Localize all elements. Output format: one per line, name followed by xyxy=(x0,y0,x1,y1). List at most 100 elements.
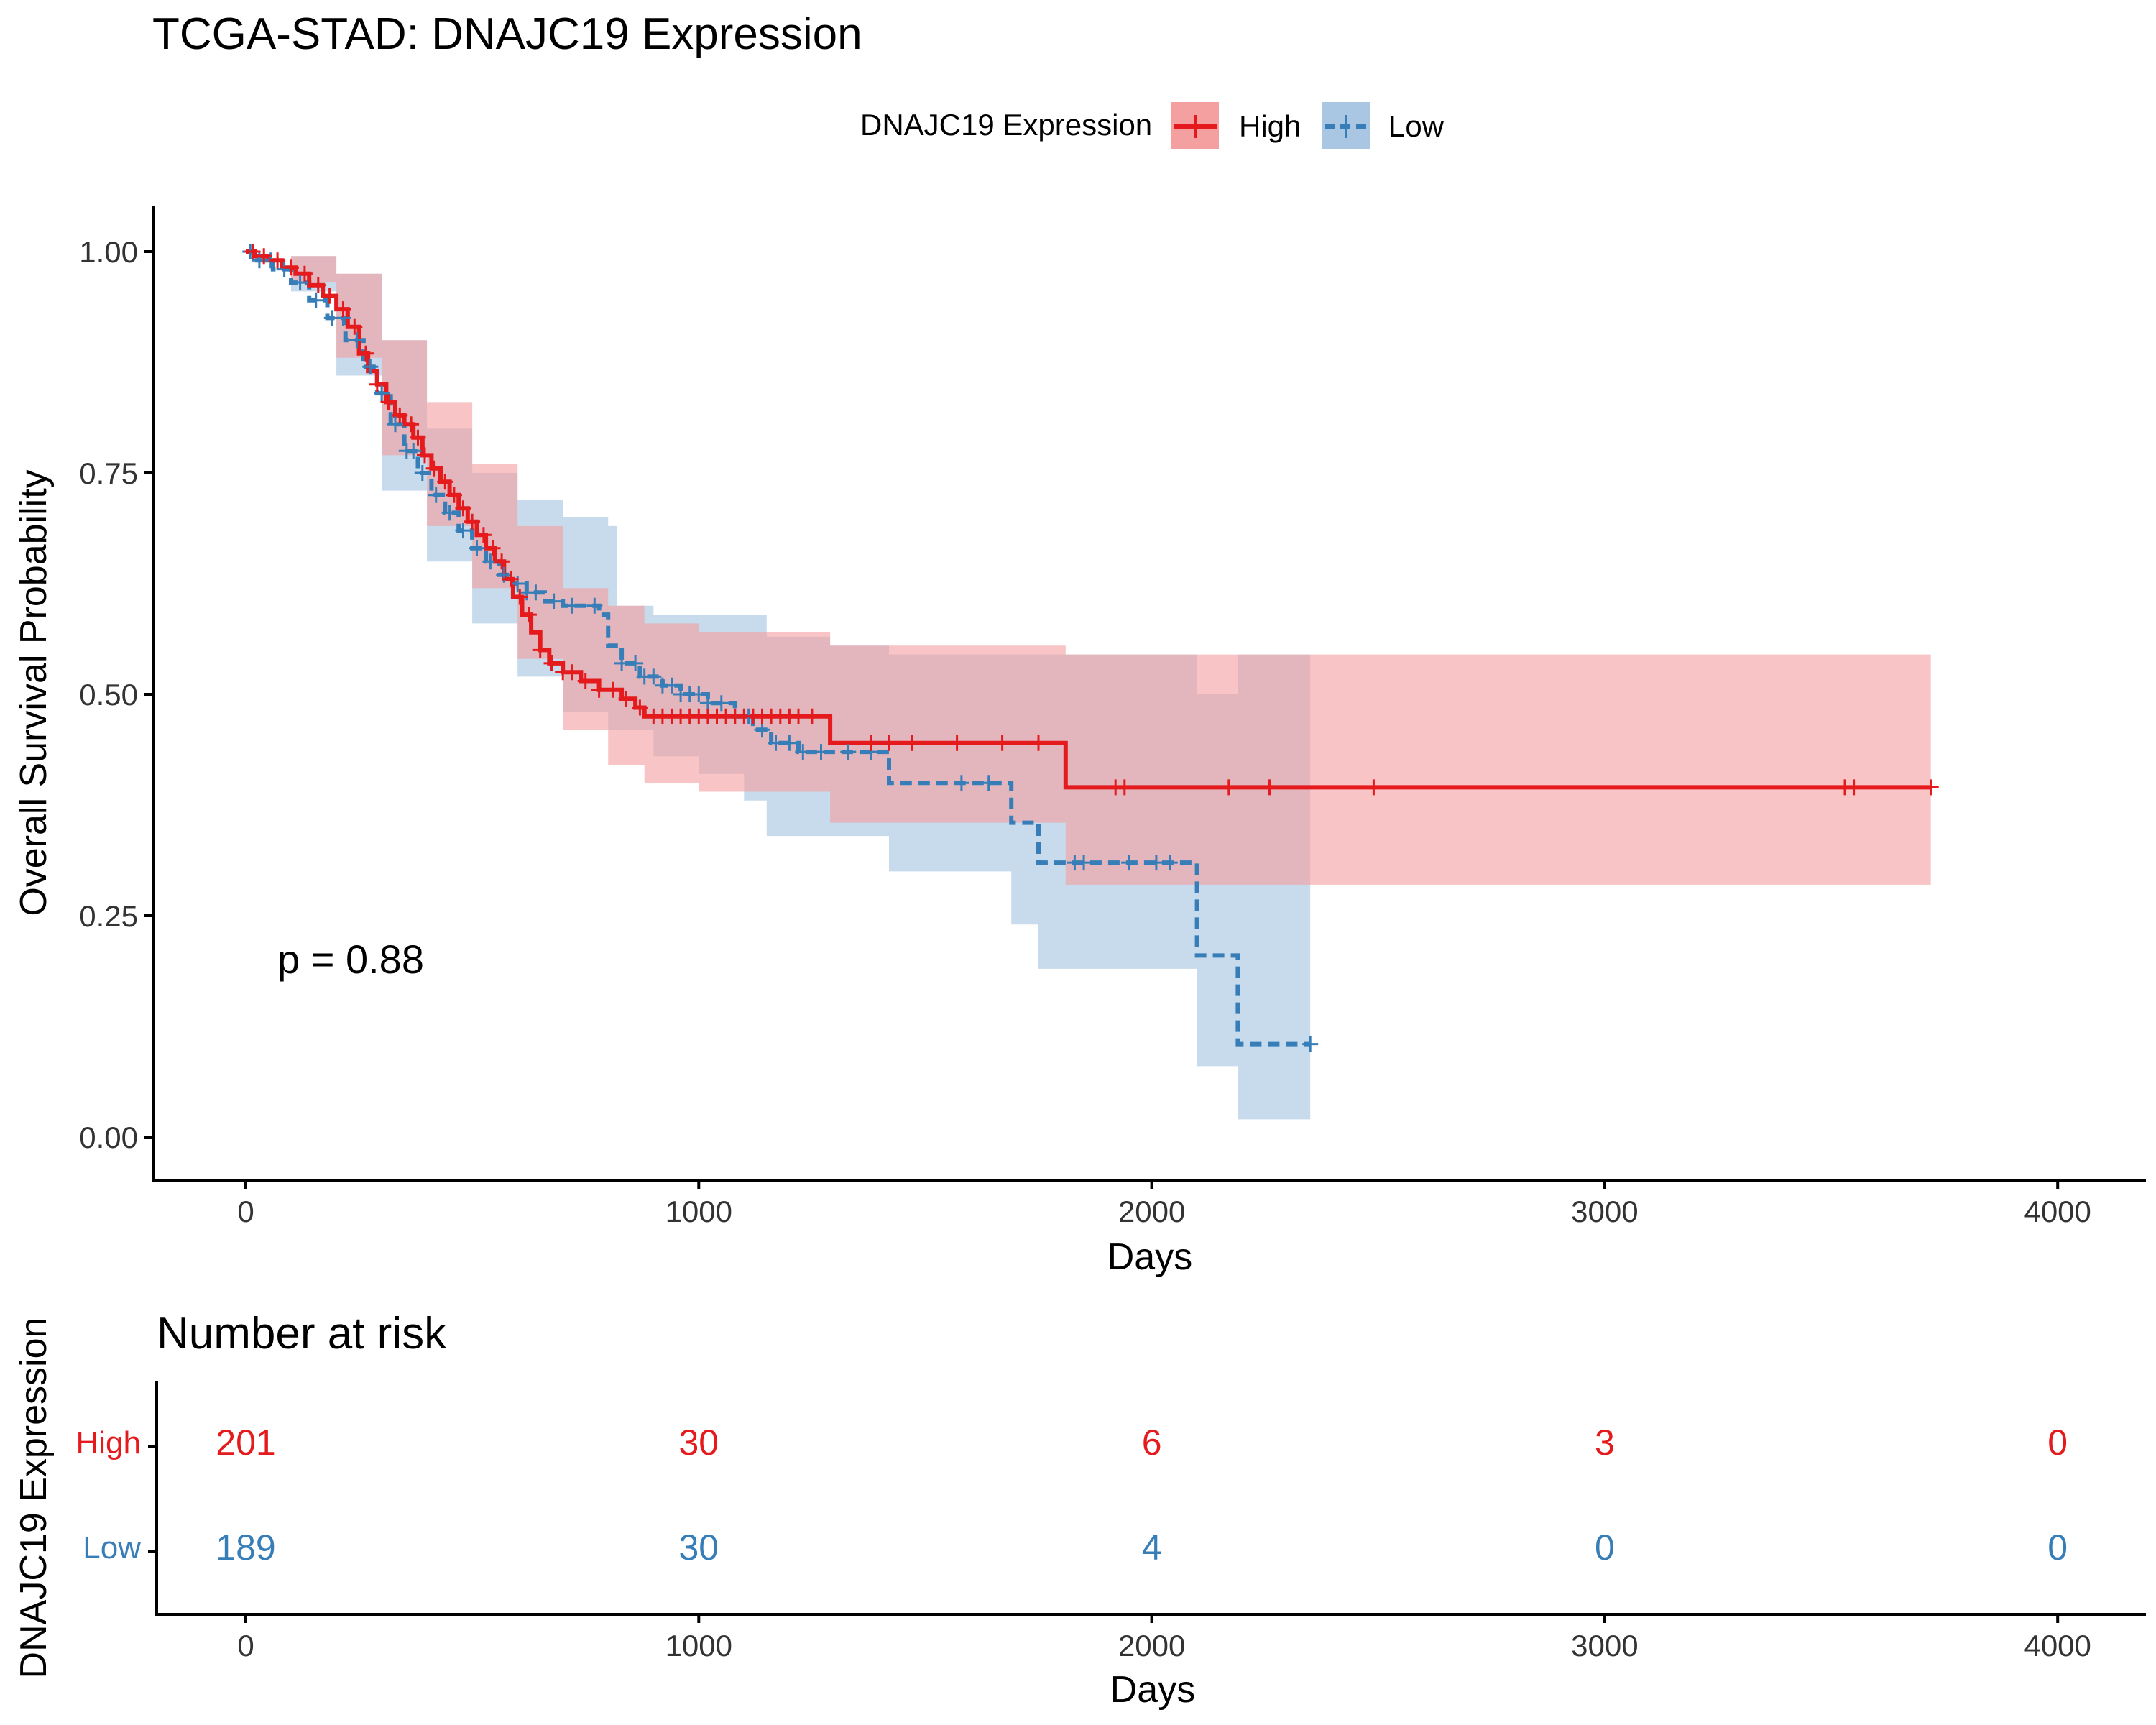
censor-mark-low xyxy=(795,744,811,760)
censor-mark-low xyxy=(691,686,707,702)
censor-mark-high xyxy=(392,407,408,423)
censor-mark-low xyxy=(545,593,562,610)
censor-mark-low xyxy=(1161,855,1178,871)
censor-mark-high xyxy=(484,540,501,556)
risk-count-low: 4 xyxy=(1142,1527,1162,1568)
censor-mark-high xyxy=(604,681,621,698)
censor-mark-low xyxy=(441,505,458,521)
censor-mark-high xyxy=(502,571,519,587)
censor-mark-high xyxy=(1116,779,1133,796)
x-tick-label: 1000 xyxy=(665,1195,732,1228)
risk-count-high: 30 xyxy=(678,1422,719,1463)
censor-mark-low xyxy=(614,655,630,671)
risk-x-tick-label: 1000 xyxy=(665,1629,732,1662)
censor-mark-high xyxy=(903,735,920,751)
censor-mark-low xyxy=(455,523,471,539)
censor-mark-low xyxy=(276,261,292,277)
censor-mark-low xyxy=(627,655,644,671)
risk-count-high: 6 xyxy=(1142,1422,1162,1463)
censor-mark-high xyxy=(1031,735,1046,751)
confidence-bands xyxy=(246,252,1931,1120)
censor-mark-low xyxy=(699,695,716,712)
censor-mark-low xyxy=(840,744,857,760)
censor-mark-high xyxy=(520,607,537,623)
risk-count-high: 201 xyxy=(216,1422,275,1463)
censor-mark-high xyxy=(464,513,481,530)
survival-plot: 0.00 0.25 0.50 0.75 1.00 0 1000 2000 3000 4000 O… xyxy=(13,206,2146,1278)
censor-mark-high xyxy=(244,244,261,259)
censor-mark-high xyxy=(369,376,385,392)
censor-mark-low xyxy=(1076,855,1092,871)
censor-mark-high xyxy=(321,288,338,304)
y-tick-label: 0.00 xyxy=(79,1121,138,1154)
censor-mark-high xyxy=(437,474,453,490)
y-tick-label: 0.25 xyxy=(79,899,138,933)
censor-mark-high xyxy=(577,673,594,689)
censor-mark-low xyxy=(645,668,662,685)
legend-key-high[interactable] xyxy=(1171,102,1219,150)
risk-count-high: 3 xyxy=(1595,1422,1615,1463)
risk-table-title: Number at risk xyxy=(157,1309,447,1358)
censor-mark-low xyxy=(754,722,770,738)
legend-title: DNAJC19 Expression xyxy=(860,108,1152,142)
censor-mark-high xyxy=(417,447,433,464)
censor-mark-low xyxy=(292,275,308,291)
legend-key-low[interactable] xyxy=(1322,102,1370,150)
censor-mark-high xyxy=(296,265,313,282)
y-tick-label: 0.75 xyxy=(79,456,138,490)
censor-mark-high xyxy=(283,259,299,276)
censor-mark-high xyxy=(475,527,492,543)
censor-mark-low xyxy=(1121,855,1138,871)
censor-mark-high xyxy=(1220,779,1237,796)
legend: DNAJC19 Expression High Low xyxy=(860,102,1445,150)
censor-mark-low xyxy=(405,443,422,459)
risk-count-high: 0 xyxy=(2047,1422,2068,1463)
censor-mark-high xyxy=(335,301,351,318)
legend-label-low: Low xyxy=(1388,109,1445,143)
censor-mark-high xyxy=(791,708,806,724)
x-tick-label: 0 xyxy=(237,1195,254,1228)
censor-mark-high xyxy=(380,394,397,410)
censor-mark-low xyxy=(414,465,430,481)
censor-mark-high xyxy=(1365,779,1382,796)
risk-count-low: 0 xyxy=(1595,1527,1615,1568)
censor-mark-low xyxy=(768,735,784,751)
censor-mark-high xyxy=(346,318,363,335)
censor-mark-low xyxy=(713,695,729,712)
risk-row-label-low: Low xyxy=(83,1530,141,1565)
chart-title: TCGA-STAD: DNAJC19 Expression xyxy=(152,9,862,59)
censor-mark-high xyxy=(543,655,560,671)
risk-row-label-high: High xyxy=(76,1425,142,1460)
censor-mark-high xyxy=(1261,779,1278,796)
censor-mark-low xyxy=(953,775,969,791)
x-tick-label: 3000 xyxy=(1571,1195,1638,1228)
censor-mark-low xyxy=(308,292,324,308)
p-value-annotation: p = 0.88 xyxy=(277,937,424,982)
censor-mark-high xyxy=(358,345,374,362)
risk-x-tick-label: 0 xyxy=(237,1629,254,1662)
censor-mark-high xyxy=(310,277,326,293)
censor-mark-low xyxy=(428,487,444,503)
censor-mark-low xyxy=(813,744,829,760)
censor-mark-low xyxy=(586,597,603,614)
censor-mark-high xyxy=(618,691,635,707)
censor-mark-high xyxy=(410,429,426,446)
censor-mark-low xyxy=(387,416,403,433)
x-axis-ticks: 0 1000 2000 3000 4000 xyxy=(237,1180,2091,1228)
censor-mark-low xyxy=(349,332,365,349)
y-tick-label: 0.50 xyxy=(79,678,138,712)
legend-label-high: High xyxy=(1239,109,1301,143)
censor-mark-low xyxy=(663,677,680,694)
censor-mark-high xyxy=(512,589,528,605)
risk-count-low: 189 xyxy=(216,1527,275,1568)
censor-mark-low xyxy=(980,775,997,791)
risk-x-axis-label: Days xyxy=(1110,1669,1195,1711)
censor-mark-high xyxy=(270,252,286,269)
censor-mark-high xyxy=(532,642,548,658)
censor-mark-high xyxy=(446,487,462,503)
ci-band-high xyxy=(246,252,1931,885)
risk-x-axis-ticks: 0 1000 2000 3000 4000 xyxy=(237,1614,2091,1662)
